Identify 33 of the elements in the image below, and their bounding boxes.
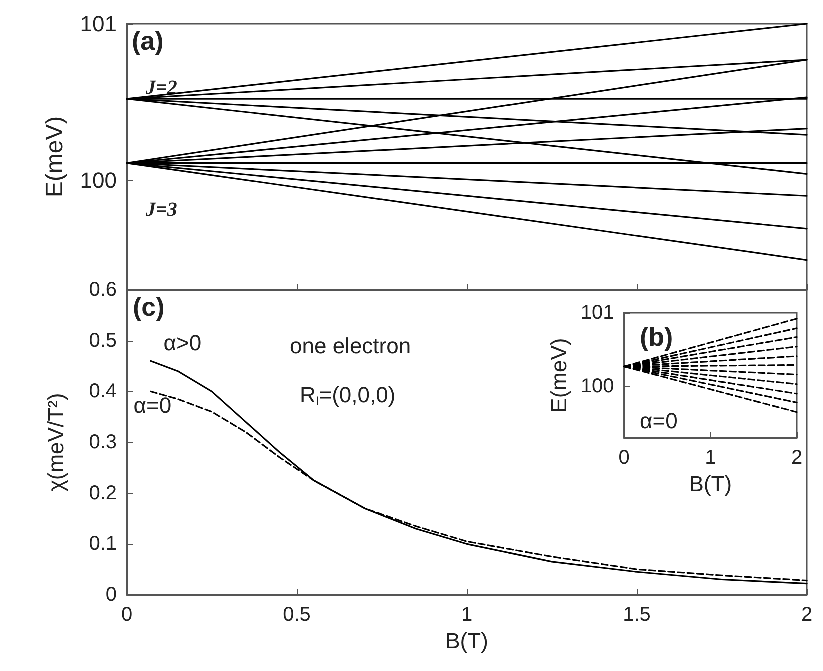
x-tick-label: 0.5 [283,604,311,626]
y-tick-label: 101 [80,12,117,36]
annotation: one electron [290,334,412,358]
y-axis-title: E(meV) [42,116,68,198]
y-tick-label: 0 [106,584,117,606]
y-tick-label: 100 [580,376,614,398]
y-axis-title: χ(meV/T²) [44,393,68,492]
y-tick-label: 0.4 [89,380,117,403]
x-tick-label: 1 [705,447,716,470]
series-label: α>0 [164,330,202,356]
x-axis-title: B(T) [689,472,732,496]
x-axis-title: B(T) [446,628,488,654]
y-tick-label: 101 [580,302,614,324]
annotation: α=0 [640,408,678,434]
x-tick-label: 2 [791,447,803,470]
y-tick-label: 100 [80,168,117,193]
annotation: (c) [133,292,165,322]
annotation: J=2 [145,77,178,99]
y-tick-label: 0.5 [89,330,117,352]
y-tick-label: 0.2 [89,482,117,504]
y-tick-label: 0.6 [89,279,117,301]
x-tick-label: 0 [618,447,630,470]
annotation: (b) [640,322,674,352]
x-tick-label: 2 [801,604,813,626]
x-tick-label: 0 [121,604,133,626]
y-axis-title: E(meV) [546,338,572,413]
x-tick-label: 1 [461,604,473,626]
series-label: α=0 [134,393,172,418]
y-tick-label: 0.3 [89,432,117,454]
x-tick-label: 1.5 [623,604,651,626]
y-tick-label: 0.1 [89,533,117,556]
annotation: J=3 [145,199,178,221]
annotation: (a) [132,26,164,56]
